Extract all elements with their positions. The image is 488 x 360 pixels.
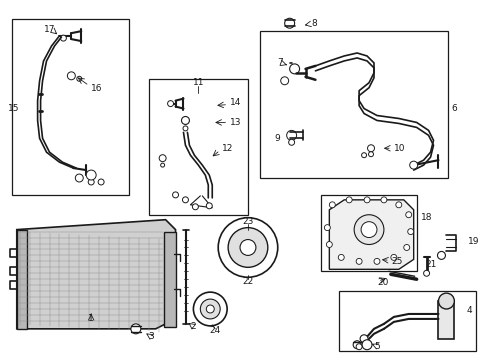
Circle shape xyxy=(183,126,187,131)
Text: 6: 6 xyxy=(450,104,456,113)
Text: 2: 2 xyxy=(190,322,196,331)
Circle shape xyxy=(325,242,332,247)
Circle shape xyxy=(181,117,189,125)
Circle shape xyxy=(86,170,96,180)
Circle shape xyxy=(200,299,220,319)
Polygon shape xyxy=(17,220,175,329)
Circle shape xyxy=(390,255,396,260)
Text: 19: 19 xyxy=(468,237,479,246)
Circle shape xyxy=(359,335,367,343)
Circle shape xyxy=(360,222,376,238)
Circle shape xyxy=(395,202,401,208)
Bar xyxy=(17,230,27,329)
Circle shape xyxy=(289,64,299,74)
Circle shape xyxy=(77,76,81,81)
Text: 11: 11 xyxy=(192,78,203,87)
Circle shape xyxy=(380,197,386,203)
Text: 16: 16 xyxy=(91,84,102,93)
Text: 22: 22 xyxy=(242,277,253,286)
Circle shape xyxy=(240,239,255,255)
Circle shape xyxy=(403,244,409,251)
Bar xyxy=(259,31,447,178)
Text: 13: 13 xyxy=(230,118,241,127)
Text: 23: 23 xyxy=(242,217,253,226)
Circle shape xyxy=(352,341,360,349)
Circle shape xyxy=(131,324,141,334)
Text: 8: 8 xyxy=(311,19,317,28)
Text: 15: 15 xyxy=(8,104,20,113)
Circle shape xyxy=(172,192,178,198)
Circle shape xyxy=(159,155,166,162)
Circle shape xyxy=(192,204,198,210)
Circle shape xyxy=(368,152,373,157)
Bar xyxy=(438,301,453,339)
Circle shape xyxy=(75,174,83,182)
Circle shape xyxy=(328,202,335,208)
Text: 10: 10 xyxy=(393,144,405,153)
Text: 5: 5 xyxy=(373,342,379,351)
Bar xyxy=(339,291,475,351)
Circle shape xyxy=(228,228,267,267)
Circle shape xyxy=(355,258,361,264)
Bar xyxy=(148,79,247,215)
Circle shape xyxy=(61,35,66,41)
Circle shape xyxy=(373,258,379,264)
Text: 9: 9 xyxy=(273,134,279,143)
Circle shape xyxy=(206,203,212,209)
Polygon shape xyxy=(328,200,413,269)
Circle shape xyxy=(423,270,428,276)
Circle shape xyxy=(355,344,361,350)
Circle shape xyxy=(206,305,214,313)
Text: 14: 14 xyxy=(230,98,241,107)
Circle shape xyxy=(324,225,330,231)
Circle shape xyxy=(182,197,188,203)
Text: 24: 24 xyxy=(209,326,221,335)
Text: 18: 18 xyxy=(420,213,431,222)
Text: 4: 4 xyxy=(466,306,471,315)
Circle shape xyxy=(407,229,413,235)
Text: 7: 7 xyxy=(276,58,282,67)
Circle shape xyxy=(88,179,94,185)
Text: 17: 17 xyxy=(43,25,55,34)
Text: 20: 20 xyxy=(376,278,387,287)
Circle shape xyxy=(98,179,104,185)
Bar xyxy=(321,195,416,271)
Circle shape xyxy=(288,139,294,145)
Circle shape xyxy=(361,153,366,158)
Circle shape xyxy=(367,145,374,152)
Circle shape xyxy=(286,130,296,140)
Text: 12: 12 xyxy=(222,144,233,153)
Circle shape xyxy=(353,215,383,244)
Circle shape xyxy=(67,72,75,80)
Text: 25: 25 xyxy=(391,257,403,266)
Circle shape xyxy=(161,163,164,167)
Circle shape xyxy=(280,77,288,85)
Circle shape xyxy=(346,197,351,203)
Circle shape xyxy=(284,18,294,28)
Bar xyxy=(163,231,175,327)
Text: 3: 3 xyxy=(147,332,153,341)
Text: 1: 1 xyxy=(88,314,94,323)
Circle shape xyxy=(338,255,344,260)
Circle shape xyxy=(409,161,417,169)
Circle shape xyxy=(167,100,173,107)
Circle shape xyxy=(218,218,277,277)
Circle shape xyxy=(405,212,411,218)
Circle shape xyxy=(438,293,453,309)
Bar xyxy=(12,19,129,195)
Circle shape xyxy=(361,340,371,350)
Circle shape xyxy=(364,197,369,203)
Circle shape xyxy=(437,251,445,260)
Text: 21: 21 xyxy=(424,260,435,269)
Circle shape xyxy=(193,292,226,326)
